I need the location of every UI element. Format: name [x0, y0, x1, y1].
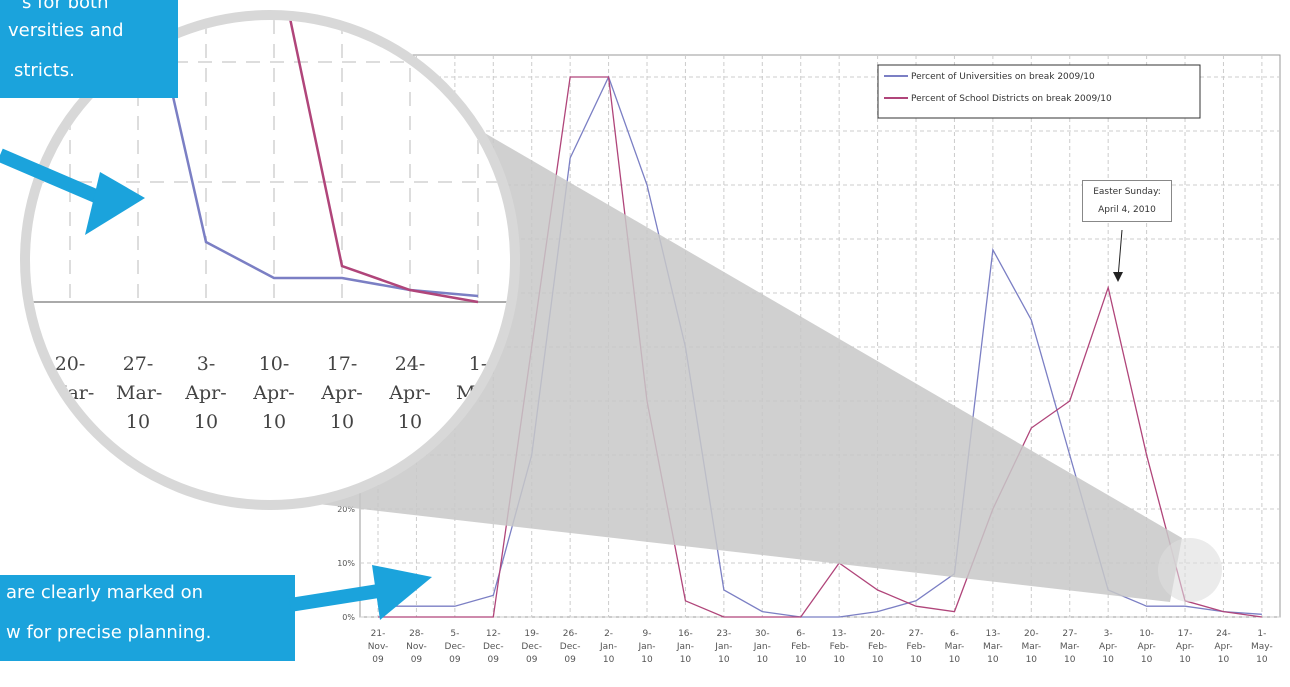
y-tick-label: 0% — [342, 613, 355, 622]
callout-text: s for both — [22, 0, 109, 13]
x-tick-label: 6-Mar-10 — [944, 629, 965, 665]
zoom-x-label: 24-Apr-10 — [389, 353, 431, 433]
callout-text: versities and — [8, 20, 124, 41]
annotation-arrowhead — [1113, 272, 1123, 282]
x-tick-label: 3-Apr-10 — [1099, 629, 1118, 665]
zoom-x-label: 10-Apr-10 — [253, 353, 295, 433]
x-tick-label: 26-Dec-09 — [559, 629, 581, 665]
zoom-x-label: 20-Mar-10 — [48, 353, 95, 433]
legend-label: Percent of Universities on break 2009/10 — [911, 72, 1095, 82]
x-tick-label: 30-Jan-10 — [753, 629, 771, 665]
x-tick-label: 20-Mar-10 — [1021, 629, 1042, 665]
series-line — [154, 20, 479, 298]
magnifier: 13-Mar-1020-Mar-1027-Mar-103-Apr-1010-Ap… — [20, 10, 520, 510]
x-tick-label: 28-Nov-09 — [406, 629, 427, 665]
x-tick-label: 27-Mar-10 — [1059, 629, 1080, 665]
annotation-arrow — [1117, 229, 1123, 279]
zoom-x-label: 27-Mar-10 — [116, 353, 163, 433]
zoom-x-label: 1-May-10 — [456, 353, 504, 433]
callout-text: stricts. — [14, 60, 75, 81]
x-tick-label: 23-Jan-10 — [715, 629, 733, 665]
zoom-x-label: 17-Apr-10 — [321, 353, 363, 433]
x-tick-label: 19-Dec-09 — [521, 629, 543, 665]
y-tick-label: 10% — [337, 559, 355, 568]
x-tick-label: 21-Nov-09 — [367, 629, 389, 665]
callout-bottom: are clearly marked on w for precise plan… — [0, 575, 295, 661]
y-tick-label: 20% — [337, 505, 355, 514]
legend-label: Percent of School Districts on break 200… — [911, 94, 1112, 104]
x-tick-label: 12-Dec-09 — [482, 629, 504, 665]
x-tick-label: 2-Jan-10 — [600, 629, 618, 665]
callout-top: s for both versities and stricts. — [0, 0, 178, 98]
callout-text: w for precise planning. — [6, 622, 212, 643]
zoom-x-label: 3-Apr-10 — [185, 353, 227, 433]
x-tick-label: 6-Feb-10 — [791, 629, 811, 665]
x-tick-label: 13-Feb-10 — [829, 629, 849, 665]
x-tick-label: 5-Dec-09 — [444, 629, 466, 665]
magnifier-lens — [1158, 538, 1222, 602]
x-tick-label: 1-May-10 — [1251, 629, 1273, 665]
x-tick-label: 9-Jan-10 — [638, 629, 656, 665]
annotation: Easter Sunday: April 4, 2010 — [1082, 180, 1172, 222]
x-tick-label: 17-Apr-10 — [1175, 629, 1195, 665]
x-tick-label: 24-Apr-10 — [1214, 629, 1233, 665]
legend-box — [877, 64, 1201, 119]
x-tick-label: 16-Jan-10 — [676, 629, 694, 665]
x-tick-label: 10-Apr-10 — [1137, 629, 1156, 665]
x-tick-label: 27-Feb-10 — [906, 629, 926, 665]
x-tick-label: 20-Feb-10 — [867, 629, 888, 665]
x-tick-label: 13-Mar-10 — [983, 629, 1003, 665]
callout-text: are clearly marked on — [6, 582, 203, 603]
